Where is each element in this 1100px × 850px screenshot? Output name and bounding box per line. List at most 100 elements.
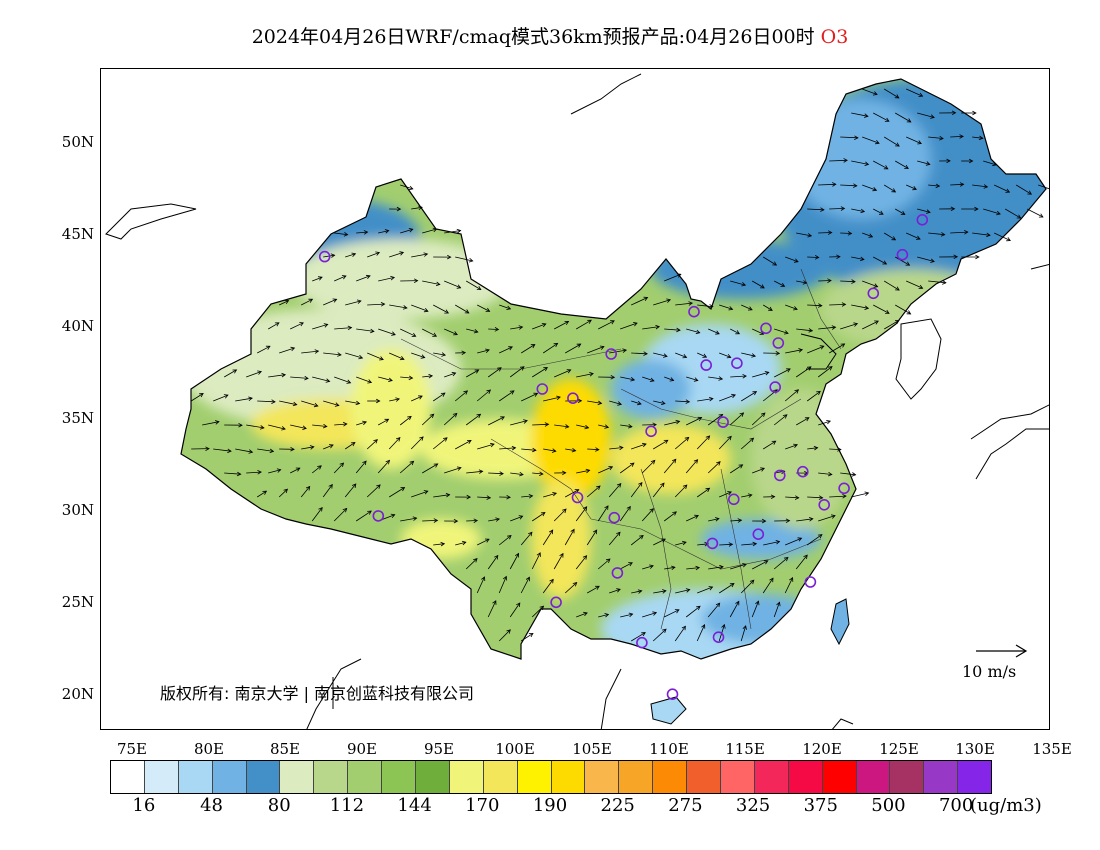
wind-arrow [389,352,405,360]
wind-arrow [499,346,513,354]
wind-arrow [906,88,923,97]
wind-arrow-head [637,400,642,406]
legend-swatch [382,761,417,793]
wind-arrow [411,253,428,258]
wind-arrow [697,398,713,402]
legend-swatch [449,761,484,793]
wind-arrow [553,508,567,522]
wind-arrow-head [290,346,296,352]
wind-arrow [378,376,393,381]
wind-arrow-head [671,565,676,571]
wind-arrow [564,582,577,594]
wind-arrow-head [325,378,331,383]
lat-label: 20N [61,685,94,703]
wind-arrow-head [604,505,609,510]
wind-arrow [762,440,776,450]
wind-arrow-head [466,494,472,500]
wind-arrow-head [556,395,561,401]
wind-arrow-head [365,274,371,280]
wind-arrow [422,328,437,337]
wind-arrow-head [1027,190,1033,195]
wind-arrow-head [905,261,911,266]
wind-arrow [575,319,592,330]
wind-arrow-head [292,401,298,407]
wind-arrow-head [738,464,744,469]
legend-swatch [687,761,722,793]
wind-arrow [246,424,264,429]
wind-arrow-head [826,420,832,425]
legend-swatch [754,761,789,793]
wind-arrow [311,465,322,474]
wind-arrow [873,256,887,265]
wind-arrow [630,632,646,642]
wind-arrow-head [227,448,232,454]
wind-arrow [487,367,502,378]
wind-arrow [532,472,543,475]
wind-arrow [796,232,812,237]
wind-arrow-head [478,469,484,474]
field-patch-gansu [531,379,611,499]
wind-arrow-head [473,329,479,334]
wind-arrow [422,375,433,378]
wind-arrow [532,423,549,426]
wind-arrow [950,183,964,186]
wind-arrow [608,531,621,546]
wind-arrow-head [595,585,600,590]
wind-arrow [652,439,669,450]
wind-arrow [433,494,450,498]
wind-arrow-head [685,399,691,404]
wind-arrow-head [571,447,577,453]
wind-arrow [366,484,381,498]
wind-arrow-head [423,490,429,495]
wind-arrow [311,507,323,522]
wind-arrow-head [894,94,900,99]
wind-arrow-head [741,282,747,287]
wind-arrow [697,304,713,308]
wind-arrow [576,469,590,474]
station-marker [567,392,579,405]
wind-arrow-head [463,390,469,395]
wind-arrow [576,612,588,618]
wind-arrow [663,459,677,474]
wind-arrow [575,506,588,522]
wind-arrow [421,413,434,426]
wind-arrow [928,184,940,187]
wind-arrow-head [946,158,951,164]
wind-arrow [367,252,380,258]
wind-arrow-head [775,540,781,545]
wind-arrow [707,414,723,426]
wind-arrow-head [257,470,262,475]
wind-arrow-head [959,182,965,187]
wind-arrow [620,424,632,428]
wind-arrow [829,448,841,450]
lon-label: 75E [116,740,148,758]
wind-arrow [542,579,554,594]
wind-arrow [312,324,328,330]
wind-arrow-head [622,348,628,353]
wind-arrow-head [662,589,667,594]
wind-arrow-head [468,258,474,263]
wind-arrow-head [411,332,417,337]
wind-arrow-head [362,420,367,426]
wind-arrow-head [532,447,537,453]
legend-swatch [280,761,315,793]
wind-arrow-head [284,299,290,305]
wind-arrow-head [872,187,878,192]
wind-arrow [1004,208,1021,219]
wind-arrow-head [236,471,242,477]
wind-arrow [333,462,344,474]
wind-arrow [641,508,654,522]
wind-arrow-head [205,446,210,451]
wind-arrow-head [473,558,478,563]
wind-arrow [444,328,458,335]
wind-arrow-head [783,556,789,562]
wind-arrow-head [429,413,435,419]
province-border-2 [490,438,592,520]
wind-arrow-head [604,424,610,429]
wind-arrow-head [1038,213,1044,218]
wind-arrow-head [290,446,295,452]
wind-arrow [762,256,777,266]
wind-arrow-head [461,350,467,356]
wind-arrow-head [798,348,804,353]
wind-arrow-head [728,542,734,547]
